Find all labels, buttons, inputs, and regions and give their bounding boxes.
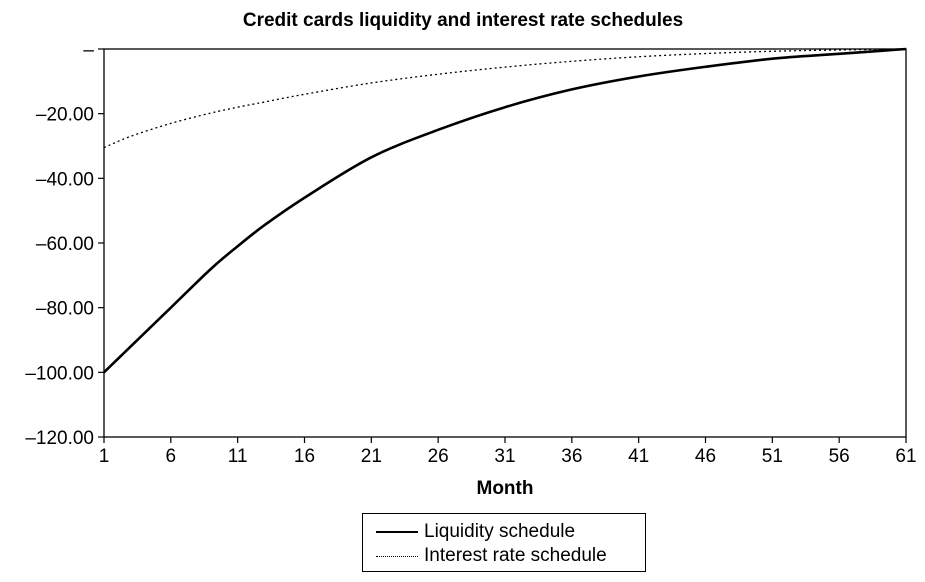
y-tick-label: –120.00 xyxy=(25,428,94,449)
y-tick-label: –100.00 xyxy=(25,363,94,384)
x-axis-label: Month xyxy=(476,478,534,499)
series-line-interest-rate-schedule xyxy=(103,48,907,149)
y-tick-label: –20.00 xyxy=(36,105,94,126)
x-tick-label: 26 xyxy=(428,446,449,467)
series-layer xyxy=(103,47,907,374)
x-tick-label: 41 xyxy=(628,446,649,467)
x-tick-label: 31 xyxy=(494,446,515,467)
x-tick-label: 46 xyxy=(695,446,716,467)
legend-swatch-dotted xyxy=(376,555,418,557)
legend-label: Liquidity schedule xyxy=(424,521,576,542)
x-tick-label: 36 xyxy=(561,446,582,467)
x-tick-label: 21 xyxy=(361,446,382,467)
x-tick-label: 1 xyxy=(99,446,110,467)
y-tick-label: – xyxy=(83,40,94,61)
y-tick-label: –60.00 xyxy=(36,234,94,255)
x-tick-label: 16 xyxy=(294,446,315,467)
x-tick-label: 61 xyxy=(895,446,916,467)
series-line-liquidity-schedule xyxy=(103,47,907,374)
x-tick-label: 56 xyxy=(829,446,850,467)
legend: Liquidity schedule Interest rate schedul… xyxy=(362,513,646,572)
x-tick-label: 6 xyxy=(166,446,177,467)
y-tick-label: –80.00 xyxy=(36,299,94,320)
legend-item-interest-rate: Interest rate schedule xyxy=(363,544,607,568)
legend-item-liquidity: Liquidity schedule xyxy=(363,520,575,544)
x-tick-label: 11 xyxy=(228,446,248,467)
legend-swatch-solid xyxy=(376,531,418,533)
x-tick-label: 51 xyxy=(762,446,783,467)
x-axis: 1 6 11 16 21 26 31 36 41 46 51 56 61 xyxy=(99,437,917,467)
chart-title: Credit cards liquidity and interest rate… xyxy=(242,10,684,31)
y-tick-label: –40.00 xyxy=(36,169,94,190)
legend-label: Interest rate schedule xyxy=(424,545,607,566)
y-axis: – –20.00 –40.00 –60.00 –80.00 –100.00 –120.00 xyxy=(25,40,104,449)
